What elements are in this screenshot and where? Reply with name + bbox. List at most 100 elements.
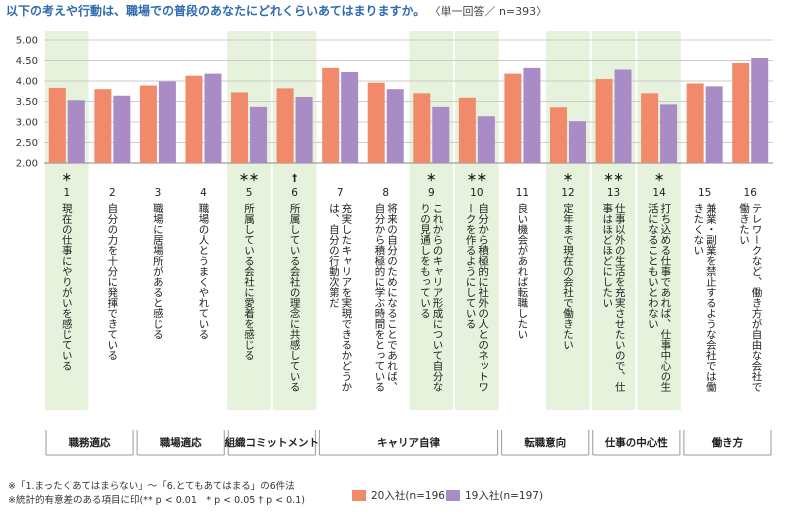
y-tick-label: 4.50 [16, 56, 38, 67]
category-number: 4 [200, 187, 207, 199]
category-label: 良い機会があれば転職したい [516, 202, 528, 339]
bar-series1 [139, 85, 157, 163]
category-number: 10 [470, 187, 483, 199]
footnote-scale: ※「1.まったくあてはまらない」〜「6.とてもあてはまる」の6件法 [8, 481, 295, 492]
y-tick-label: 3.50 [16, 97, 38, 108]
category-label: きたくない [692, 203, 704, 256]
group-label: 組織コミットメント [225, 436, 320, 449]
bar-series2 [477, 116, 495, 163]
legend-label-series1: 20入社(n=196) [371, 490, 450, 502]
category-label: これからのキャリア形成について自分な [432, 203, 444, 392]
significance-mark: ＊＊ [239, 172, 259, 184]
group-label: キャリア自律 [377, 436, 440, 449]
bar-series2 [751, 58, 769, 163]
category-label: りの見通しをもっている [419, 203, 431, 319]
category-number: 6 [291, 187, 298, 199]
significance-mark: ＊ [426, 172, 436, 184]
bar-series1 [276, 88, 294, 163]
bar-series1 [322, 67, 340, 163]
bar-series2 [341, 71, 359, 163]
category-label: は、自分の行動次第だ [328, 203, 340, 308]
category-label: 事はほどほどにしたい [601, 202, 613, 308]
bar-series1 [48, 87, 66, 163]
highlight-column [455, 31, 499, 410]
legend-swatch-series2 [446, 490, 460, 501]
category-number: 8 [382, 187, 389, 199]
category-label: 職場の人とうまくやれている [197, 203, 209, 340]
bar-series1 [94, 89, 112, 163]
legend-item-series2: 19入社(n=197) [446, 488, 543, 503]
category-label: 職場に居場所があると感じる [152, 203, 164, 340]
group-label: 働き方 [711, 436, 744, 449]
bar-series2 [523, 67, 541, 163]
category-label: テレワークなど、働き方が自由な会社で [750, 203, 762, 392]
bar-series2 [204, 73, 222, 163]
chart-title: 以下の考えや行動は、職場での普段のあなたにどれくらいあてはまりますか。 〈単一回… [6, 2, 547, 19]
bar-series2 [113, 95, 131, 163]
bar-series1 [185, 75, 203, 163]
category-label: 所属している会社に愛着を感じる [243, 203, 255, 361]
group-label: 職務適応 [69, 436, 111, 449]
bar-series2 [568, 121, 586, 163]
significance-mark: ＊＊ [604, 172, 624, 184]
bar-series2 [158, 81, 176, 163]
title-text: 以下の考えや行動は、職場での普段のあなたにどれくらいあてはまりますか。 [6, 4, 426, 18]
category-number: 15 [698, 187, 711, 199]
footnote-significance: ※統計的有意差のある項目に印(** p < 0.01 * p < 0.05 † … [8, 495, 305, 506]
legend-item-series1: 20入社(n=196) [352, 488, 449, 503]
bar-series2 [614, 69, 632, 163]
bar-series2 [250, 106, 268, 163]
category-number: 11 [516, 187, 529, 199]
y-tick-label: 4.00 [16, 77, 38, 88]
category-label: 兼業・副業を禁止するような会社では働 [705, 202, 717, 393]
bar-series1 [641, 93, 659, 163]
category-number: 14 [652, 187, 666, 199]
significance-mark: ＊＊ [467, 172, 487, 184]
group-label: 職場適応 [160, 436, 202, 449]
bar-series1 [595, 78, 613, 163]
bar-series1 [231, 92, 249, 163]
category-number: 5 [246, 187, 253, 199]
category-label: 充実したキャリアを実現できるかどうか [340, 202, 352, 392]
category-label: 所属している会社の理念に共感している [289, 203, 301, 392]
title-note: 〈単一回答／ n=393〉 [429, 5, 548, 18]
category-number: 7 [337, 187, 344, 199]
legend-swatch-series1 [352, 490, 366, 501]
category-label: 自分から積極的に学ぶ時間をとっている [373, 202, 385, 392]
legend-label-series2: 19入社(n=197) [465, 490, 544, 502]
y-tick-label: 2.00 [16, 159, 38, 170]
y-tick-label: 3.00 [16, 118, 38, 129]
category-label: 打ち込める仕事であれば、仕事中心の生 [659, 202, 671, 392]
category-label: 自分から積極的に社外の人とのネットワ [477, 202, 489, 392]
category-label: 将来の自分のためになることであれば、 [386, 203, 398, 392]
category-number: 12 [561, 187, 574, 199]
group-label: 仕事の中心性 [604, 436, 668, 449]
category-number: 16 [744, 187, 758, 199]
highlight-column [546, 31, 590, 410]
significance-mark: ＊ [654, 172, 664, 184]
bar-series1 [458, 97, 476, 163]
category-number: 3 [155, 187, 162, 199]
significance-mark: ＊ [563, 172, 573, 184]
significance-mark: † [292, 173, 297, 184]
group-label: 転職意向 [524, 436, 566, 449]
bar-series1 [413, 93, 431, 163]
bar-series2 [295, 96, 313, 163]
bar-series2 [432, 106, 450, 163]
category-number: 9 [428, 187, 435, 199]
category-label: 仕事以外の生活を充実させたいので、仕 [614, 202, 626, 393]
significance-mark: ＊ [62, 172, 72, 184]
bar-series1 [732, 62, 750, 163]
bar-series2 [386, 89, 404, 163]
bar-series1 [549, 107, 567, 163]
bar-series2 [705, 86, 723, 163]
category-label: 働きたい [738, 202, 750, 245]
category-label: 活になることもいとわない [647, 203, 659, 329]
category-label: 定年まで現在の会社で働きたい [562, 202, 574, 350]
category-number: 1 [63, 187, 70, 199]
category-number: 2 [109, 187, 116, 199]
bar-series1 [686, 83, 704, 163]
category-label: ークを作るようにしている [465, 203, 477, 329]
